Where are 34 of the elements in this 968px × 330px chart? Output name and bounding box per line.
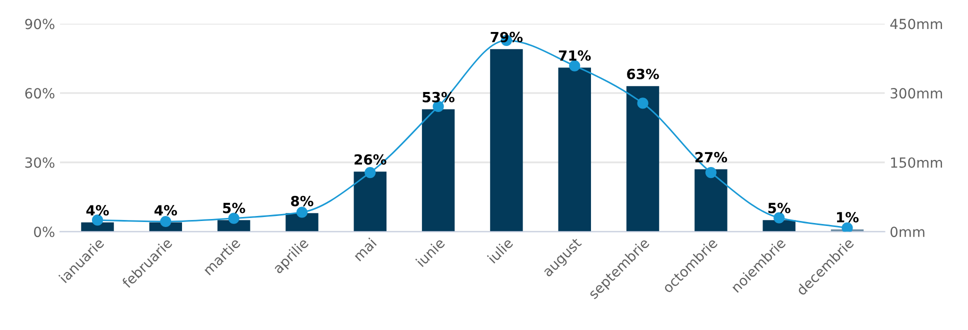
- point: [364, 166, 376, 178]
- data-label: 4%: [86, 205, 109, 216]
- point: [842, 222, 853, 232]
- point: [569, 60, 580, 72]
- data-label: 8%: [291, 196, 314, 206]
- y2-tick-label: 0mm: [890, 226, 924, 238]
- bar: [694, 169, 728, 232]
- y2-tick-label: 150mm: [891, 157, 942, 168]
- data-label: 4%: [154, 205, 178, 216]
- bar: [490, 49, 523, 232]
- point: [637, 98, 648, 109]
- point: [160, 216, 172, 228]
- y-tick-label: 90%: [25, 18, 54, 30]
- bar: [626, 86, 660, 232]
- point: [228, 212, 240, 224]
- y-tick-label: 0%: [34, 226, 54, 238]
- data-label: 5%: [223, 202, 246, 214]
- data-label: 27%: [695, 152, 728, 162]
- bar: [354, 172, 386, 232]
- bar: [558, 68, 591, 232]
- data-label: 26%: [354, 154, 386, 165]
- data-label: 1%: [837, 212, 859, 222]
- point: [296, 206, 308, 218]
- y-tick-label: 30%: [25, 157, 54, 168]
- point: [92, 214, 104, 226]
- y2-tick-label: 450mm: [890, 18, 942, 30]
- y2-tick-label: 300mm: [890, 88, 942, 99]
- point: [705, 166, 716, 178]
- y-tick-label: 60%: [25, 88, 54, 99]
- data-label: 5%: [768, 202, 790, 214]
- data-label: 63%: [627, 68, 659, 80]
- data-label: 71%: [558, 50, 591, 61]
- bar: [422, 109, 455, 232]
- x-tick-label: iulie: [486, 237, 514, 264]
